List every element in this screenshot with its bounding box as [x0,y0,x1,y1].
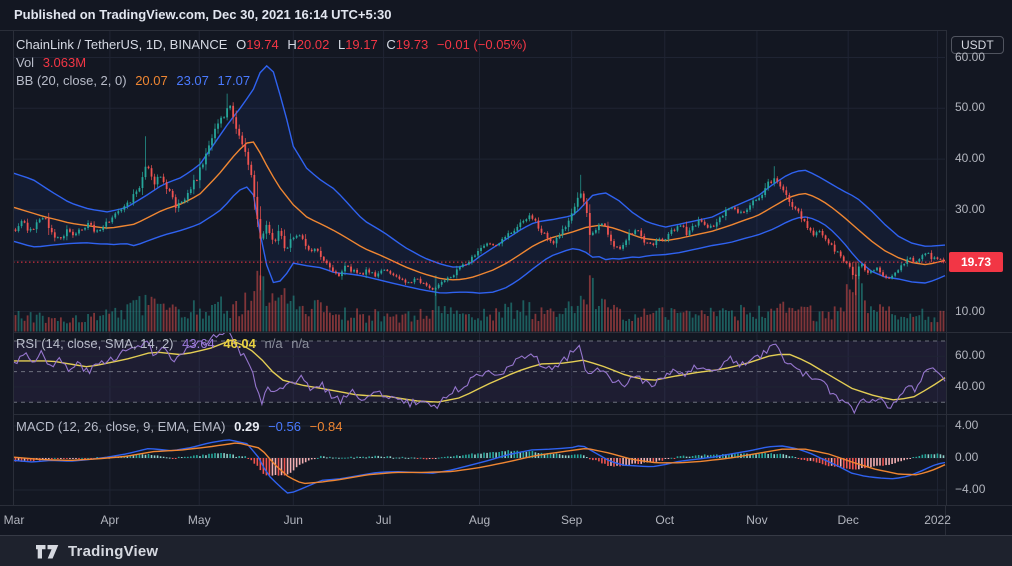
time-tick-label: Aug [468,513,491,527]
tradingview-link[interactable]: TradingView [36,543,158,560]
time-tick-label: Oct [655,513,675,527]
pane-separator [947,414,1012,415]
tradingview-logo-icon [36,544,59,558]
rsi-tick-label: 40.00 [955,378,986,393]
time-tick-label: Nov [746,513,768,527]
time-tick-label: Apr [100,513,120,527]
last-price-badge: 19.73 [949,252,1003,273]
chart-area: ChainLink / TetherUS, 1D, BINANCE O19.74… [0,30,1012,535]
time-tick-label: May [187,513,211,527]
time-tick-label: Jul [375,513,392,527]
time-tick-label: 2022 [924,513,951,527]
pane-separator [947,332,1012,333]
price-tick-label: 10.00 [955,303,986,318]
time-axis[interactable]: Mar Apr May Jun Jul Aug Sep Oct Nov Dec 2022 [0,505,1012,535]
rsi-tick-label: 60.00 [955,348,986,363]
price-tick-label: 50.00 [955,100,986,115]
macd-tick-label: 4.00 [955,418,979,432]
macd-tick-label: 0.00 [955,450,979,464]
price-tick-label: 40.00 [955,151,986,166]
price-tick-label: 60.00 [955,49,986,64]
published-header: Published on TradingView.com, Dec 30, 20… [0,0,1012,30]
time-tick-label: Jun [283,513,303,527]
chart-canvas[interactable] [0,30,1012,505]
price-tick-label: 30.00 [955,201,986,216]
axis-corner-divider [945,506,946,535]
published-text: Published on TradingView.com, Dec 30, 20… [14,7,392,22]
brand-text: TradingView [68,543,159,560]
time-tick-label: Sep [560,513,583,527]
currency-button[interactable]: USDT [951,36,1004,54]
macd-tick-label: −4.00 [955,482,986,496]
time-tick-label: Dec [837,513,859,527]
price-axis[interactable]: USDT 60.00 50.00 40.00 30.00 10.00 60.00 40.00… [946,30,1012,505]
bottom-toolbar: TradingView [0,535,1012,566]
time-tick-label: Mar [3,513,25,527]
